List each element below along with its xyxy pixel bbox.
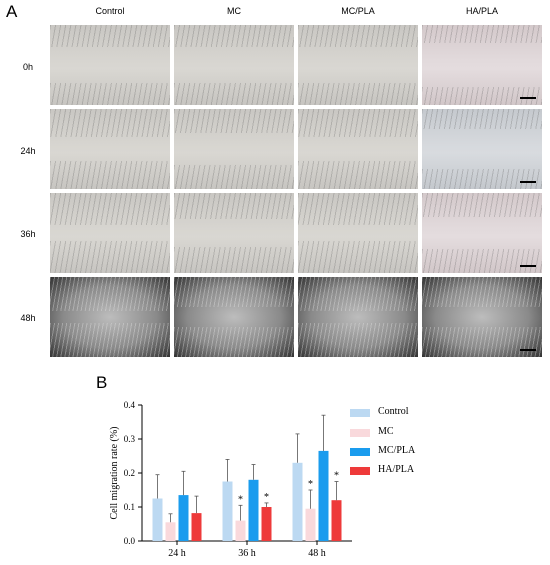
scale-bar bbox=[520, 349, 536, 351]
micrograph-mc-pla-36h bbox=[298, 193, 418, 273]
scale-bar bbox=[520, 97, 536, 99]
panel-letter-b: B bbox=[96, 373, 108, 392]
column-header-mc: MC bbox=[227, 6, 241, 16]
micrograph-mc-pla-48h bbox=[298, 277, 418, 357]
y-tick-label: 0.1 bbox=[124, 502, 135, 512]
legend-swatch-mc-pla bbox=[350, 448, 370, 456]
column-header-mc-pla: MC/PLA bbox=[341, 6, 375, 16]
row-header-24h: 24h bbox=[20, 146, 36, 156]
y-tick-label: 0.3 bbox=[124, 434, 136, 444]
micrograph-mc-36h bbox=[174, 193, 294, 273]
bar-control bbox=[292, 462, 303, 541]
bar-mc-pla bbox=[178, 495, 189, 541]
y-axis-label: Cell migration rate (%) bbox=[109, 426, 120, 519]
micrograph-mc-pla-24h bbox=[298, 109, 418, 189]
bar-control bbox=[222, 481, 233, 541]
legend-item-control: Control bbox=[350, 406, 409, 417]
x-tick-label: 36 h bbox=[238, 548, 256, 559]
micrograph-ha-pla-0h bbox=[422, 25, 542, 105]
bar-mc-pla bbox=[318, 450, 329, 541]
legend-label-ha-pla: HA/PLA bbox=[378, 464, 415, 475]
y-tick-label: 0.4 bbox=[124, 400, 136, 410]
micrograph-mc-24h bbox=[174, 109, 294, 189]
y-tick-label: 0.2 bbox=[124, 468, 135, 478]
micrograph-mc-pla-0h bbox=[298, 25, 418, 105]
micrograph-ha-pla-24h bbox=[422, 109, 542, 189]
micrograph-mc-0h bbox=[174, 25, 294, 105]
column-header-control: Control bbox=[95, 6, 125, 16]
significance-marker: * bbox=[264, 492, 269, 503]
scale-bar bbox=[520, 181, 536, 183]
bar-mc bbox=[165, 522, 176, 541]
significance-marker: * bbox=[334, 471, 339, 482]
legend-item-mc-pla: MC/PLA bbox=[350, 445, 416, 456]
micrograph-control-0h bbox=[50, 25, 170, 105]
bar-ha-pla bbox=[191, 513, 202, 541]
legend-swatch-control bbox=[350, 409, 370, 417]
legend-item-mc: MC bbox=[350, 426, 394, 437]
scale-bar bbox=[520, 265, 536, 267]
column-header-ha-pla: HA/PLA bbox=[465, 6, 498, 16]
legend-label-mc: MC bbox=[378, 426, 394, 437]
row-header-48h: 48h bbox=[20, 313, 36, 323]
x-tick-label: 48 h bbox=[308, 548, 326, 559]
row-header-36h: 36h bbox=[20, 229, 36, 239]
legend-label-control: Control bbox=[378, 406, 409, 417]
bar-mc bbox=[305, 508, 316, 541]
bar-mc bbox=[235, 520, 246, 541]
micrograph-control-36h bbox=[50, 193, 170, 273]
bar-mc-pla bbox=[248, 479, 259, 541]
micrograph-control-48h bbox=[50, 277, 170, 357]
row-header-0h: 0h bbox=[22, 62, 33, 72]
micrograph-ha-pla-36h bbox=[422, 193, 542, 273]
significance-marker: * bbox=[238, 494, 243, 505]
bar-ha-pla bbox=[261, 507, 272, 541]
bar-ha-pla bbox=[331, 500, 342, 541]
x-tick-label: 24 h bbox=[168, 548, 186, 559]
panel-letter-a: A bbox=[6, 2, 18, 21]
bar-control bbox=[152, 498, 163, 541]
legend-item-ha-pla: HA/PLA bbox=[350, 464, 415, 475]
legend-label-mc-pla: MC/PLA bbox=[378, 445, 416, 456]
legend-swatch-ha-pla bbox=[350, 467, 370, 475]
micrograph-control-24h bbox=[50, 109, 170, 189]
micrograph-ha-pla-48h bbox=[422, 277, 542, 357]
y-tick-label: 0.0 bbox=[124, 536, 136, 546]
legend-swatch-mc bbox=[350, 429, 370, 437]
micrograph-mc-48h bbox=[174, 277, 294, 357]
significance-marker: * bbox=[308, 479, 313, 490]
